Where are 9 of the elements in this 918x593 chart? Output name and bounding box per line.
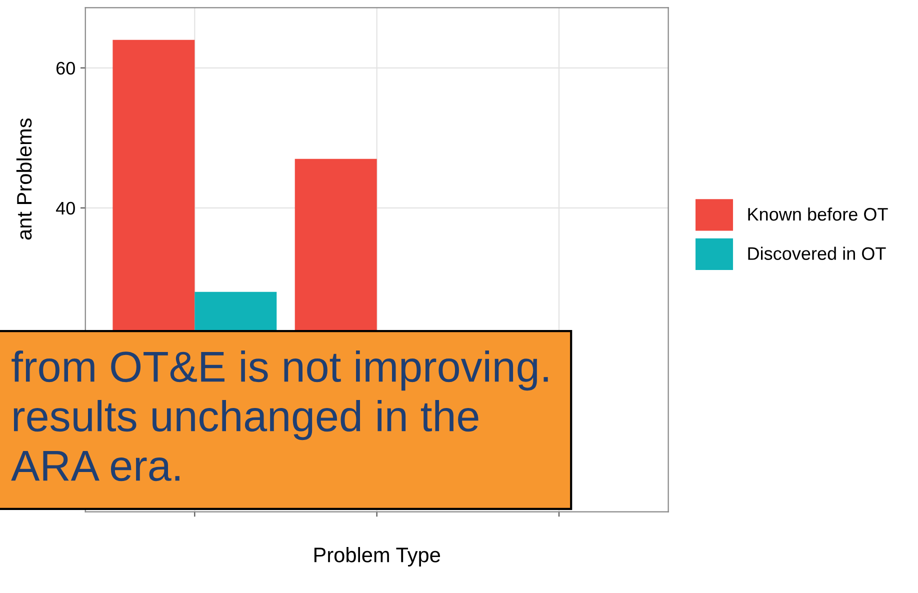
y-axis-title: ant Problems — [16, 118, 32, 240]
annotation: from OT&E is not improving. — [12, 350, 548, 391]
y-tick-label: 60 — [56, 62, 75, 75]
annotation: results unchanged in the — [14, 400, 478, 440]
legend-label: Known before OT — [748, 207, 888, 221]
x-axis-title: Problem Type — [314, 547, 440, 566]
legend-label: Discovered in OT — [748, 246, 886, 260]
y-tick-label: 40 — [56, 202, 75, 215]
annotation: ARA era. — [11, 451, 180, 482]
